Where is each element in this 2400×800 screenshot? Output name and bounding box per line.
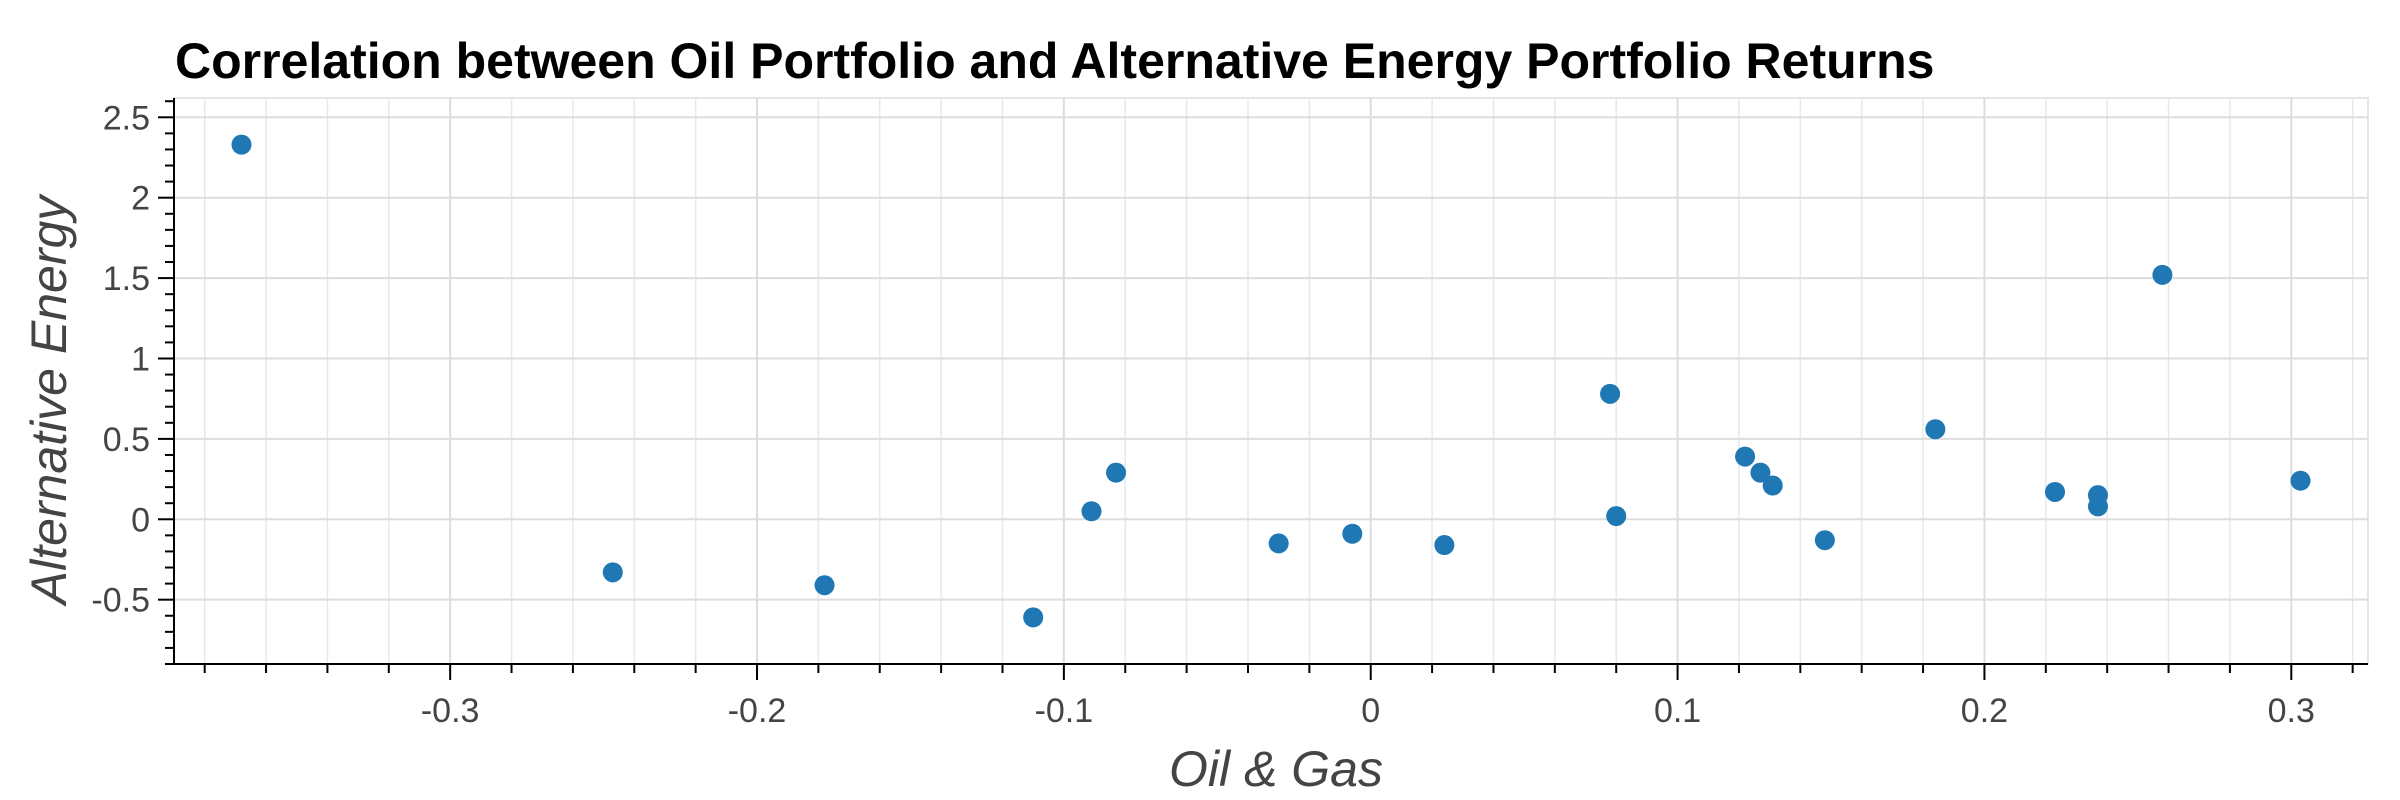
data-point [1081,501,1102,522]
data-point [1925,419,1946,440]
x-axis-label: Oil & Gas [1169,741,1383,797]
x-axis-ticks: -0.3 -0.2 -0.1 0 0.1 0.2 0.3 [203,664,2354,730]
chart-title: Correlation between Oil Portfolio and Al… [175,33,1934,89]
data-point [2087,496,2108,517]
data-point [1750,462,1771,483]
y-tick-label: -0.5 [91,582,150,620]
x-tick-label: 0.2 [1961,692,2008,730]
data-point [1600,383,1621,404]
plot-area [173,97,2369,665]
axes [173,98,2368,665]
data-point [1268,533,1289,554]
data-point [602,562,623,583]
data-point [1023,607,1044,628]
data-point [1814,530,1835,551]
y-tick-label: 2 [131,180,150,218]
minor-grid [203,98,2354,664]
x-tick-label: 0.1 [1654,692,1701,730]
data-point [814,575,835,596]
x-tick-label: -0.3 [421,692,480,730]
y-tick-label: 1.5 [103,260,150,298]
y-tick-label: 2.5 [103,99,150,137]
data-point [1762,475,1783,496]
data-point [1606,506,1627,527]
data-point [1106,462,1127,483]
y-tick-label: 0.5 [103,421,150,459]
data-point [2290,470,2311,491]
data-point [2152,264,2173,285]
plot-frame [173,97,2369,665]
y-axis-ticks: -0.5 0 0.5 1 1.5 2 2.5 [91,99,174,665]
x-tick-label: -0.1 [1035,692,1094,730]
data-point [231,134,252,155]
y-tick-label: 0 [131,501,150,539]
x-tick-label: 0.3 [2268,692,2315,730]
x-tick-label: 0 [1361,692,1380,730]
x-tick-label: -0.2 [728,692,787,730]
data-point [1434,535,1455,556]
major-grid [174,98,2368,664]
y-tick-label: 1 [131,340,150,378]
data-point [1735,446,1756,467]
data-point [1342,523,1363,544]
y-axis-label: Alternative Energy [21,193,77,608]
data-points [231,134,2311,628]
data-point [2045,481,2066,502]
